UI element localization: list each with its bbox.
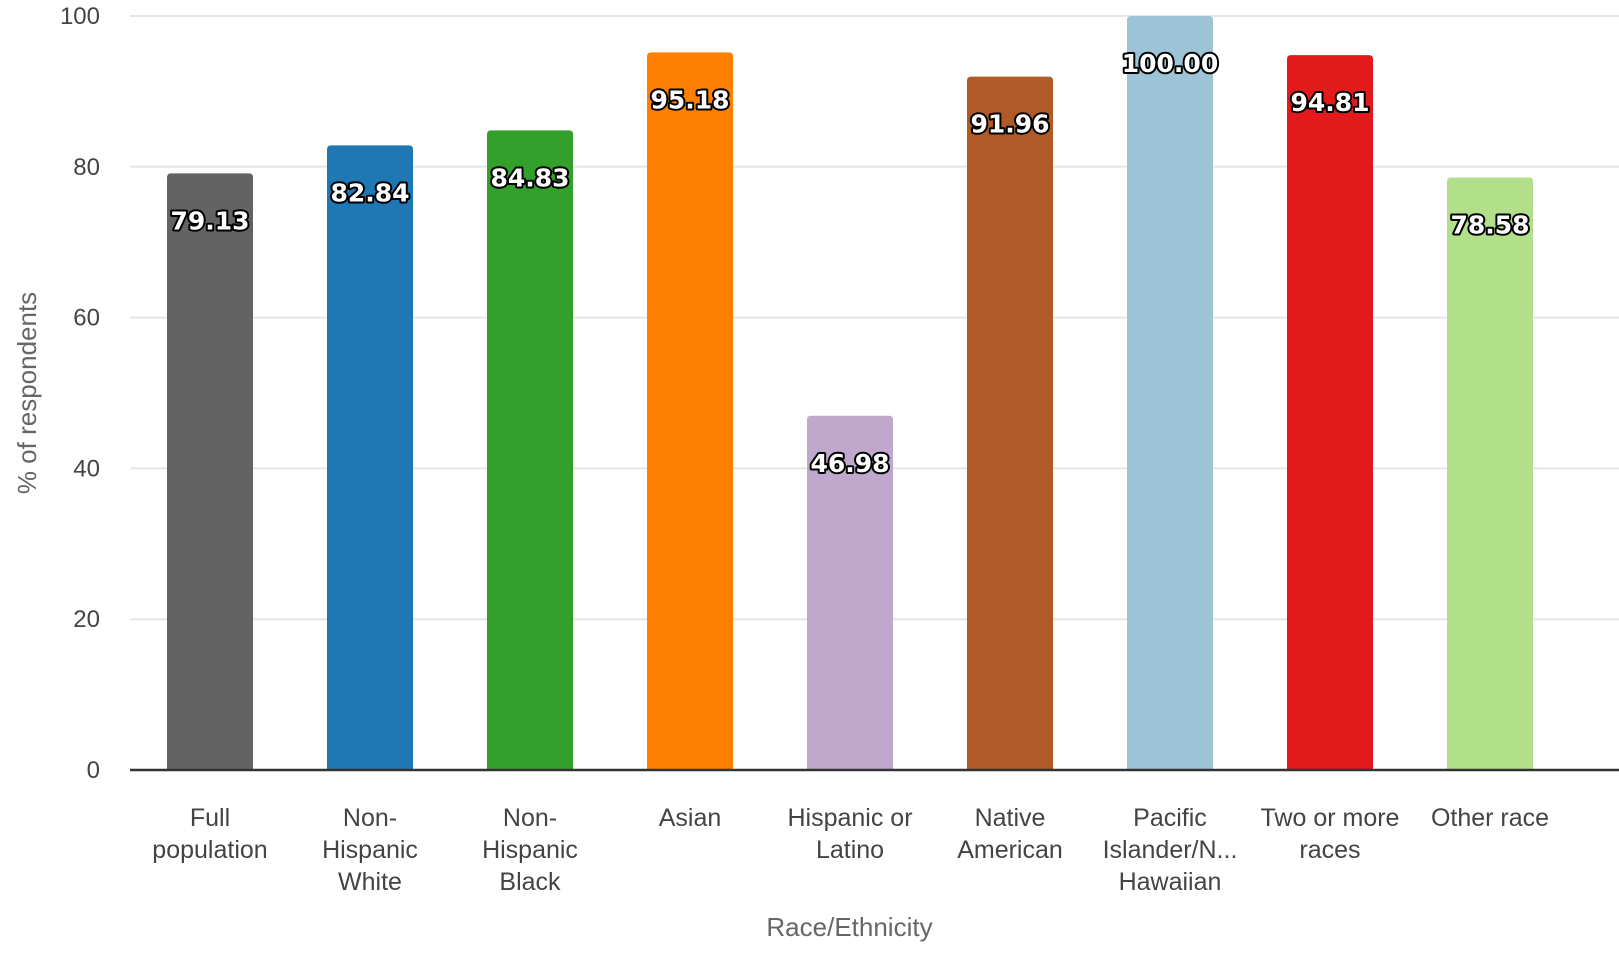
bar xyxy=(327,145,413,770)
x-category-label: Hispanic or xyxy=(787,804,912,832)
data-label: 94.81 xyxy=(1290,88,1369,117)
x-category-label: Asian xyxy=(659,804,722,832)
x-category-label: Islander/N... xyxy=(1103,836,1238,864)
x-category-label: Pacific xyxy=(1133,804,1207,832)
x-category-label: Full xyxy=(190,804,230,832)
x-category-label: population xyxy=(152,836,267,864)
x-category-label: Non- xyxy=(343,804,397,832)
bar xyxy=(1447,177,1533,770)
bar xyxy=(1287,55,1373,771)
data-label: 79.13 xyxy=(170,206,249,235)
x-category-label: Hawaiian xyxy=(1119,868,1222,896)
x-category-label: American xyxy=(957,836,1063,864)
bar xyxy=(167,173,253,770)
y-tick-label: 0 xyxy=(87,757,100,784)
data-label: 82.84 xyxy=(330,178,409,207)
data-label: 91.96 xyxy=(970,110,1049,139)
data-labels: 79.13 82.84 84.83 95.18 46.98 91.96 100.00 94.8… xyxy=(168,47,1531,480)
y-tick-label: 40 xyxy=(73,455,100,482)
data-label: 46.98 xyxy=(810,449,889,478)
x-category-label: races xyxy=(1299,836,1360,864)
y-tick-label: 100 xyxy=(60,3,100,30)
x-category-label: Hispanic xyxy=(322,836,418,864)
x-axis-categories: Full population Non- Hispanic White Non- Hispa… xyxy=(152,804,1549,896)
x-category-label: White xyxy=(338,868,402,896)
x-axis-title: Race/Ethnicity xyxy=(766,912,932,942)
y-tick-label: 20 xyxy=(73,606,100,633)
x-category-label: Native xyxy=(975,804,1046,832)
data-label: 95.18 xyxy=(650,85,729,114)
bar xyxy=(1127,16,1213,770)
y-axis-ticks: 0 20 40 60 80 100 xyxy=(60,3,100,784)
bars xyxy=(167,16,1533,771)
y-tick-label: 80 xyxy=(73,154,100,181)
x-category-label: Other race xyxy=(1431,804,1549,832)
data-label: 84.83 xyxy=(490,163,569,192)
bar xyxy=(967,76,1053,771)
y-tick-label: 60 xyxy=(73,305,100,332)
x-category-label: Black xyxy=(499,868,561,896)
data-label: 100.00 xyxy=(1122,49,1218,78)
x-category-label: Hispanic xyxy=(482,836,578,864)
x-category-label: Two or more xyxy=(1261,804,1400,832)
x-category-label: Latino xyxy=(816,836,884,864)
bar xyxy=(647,52,733,771)
bar xyxy=(487,130,573,770)
x-category-label: Non- xyxy=(503,804,557,832)
bar xyxy=(807,415,893,770)
y-axis-title: % of respondents xyxy=(12,292,42,494)
data-label: 78.58 xyxy=(1450,211,1529,240)
